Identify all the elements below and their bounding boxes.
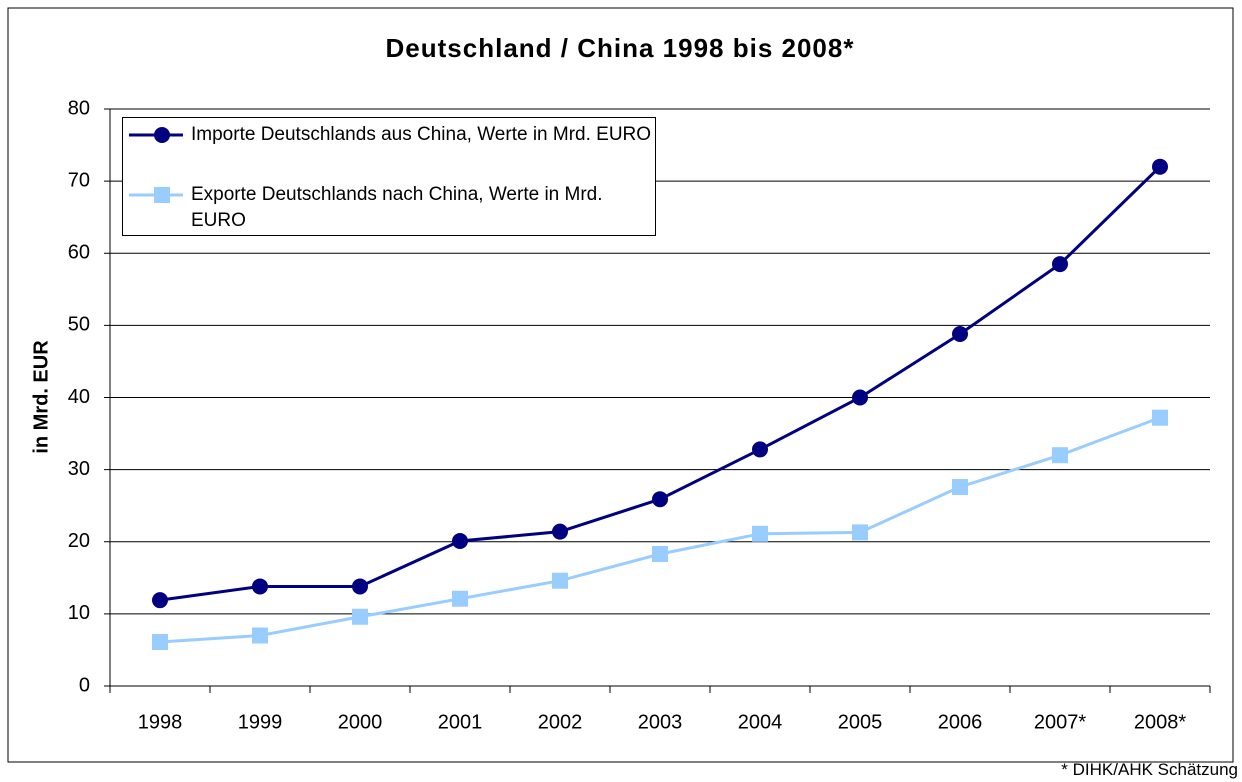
- y-tick-label: 60: [68, 242, 90, 264]
- data-point: [252, 578, 268, 595]
- data-point: [1152, 158, 1168, 175]
- x-tick-label: 2008*: [1134, 711, 1186, 733]
- data-point: [652, 491, 668, 508]
- y-tick-label: 30: [68, 458, 90, 480]
- data-point: [152, 634, 168, 651]
- data-point: [452, 533, 468, 550]
- legend-label: Importe Deutschlands aus China, Werte in…: [191, 124, 652, 145]
- x-tick-label: 2005: [838, 711, 883, 733]
- legend-marker: [154, 187, 170, 203]
- data-point: [452, 590, 468, 607]
- data-point: [152, 592, 168, 609]
- legend-label: Exporte Deutschlands nach China, Werte i…: [191, 184, 603, 231]
- x-tick-label: 2004: [738, 711, 783, 733]
- legend-marker: [154, 127, 170, 143]
- chart-title: Deutschland / China 1998 bis 2008*: [386, 33, 855, 63]
- x-tick-label: 1999: [238, 711, 283, 733]
- data-point: [352, 578, 368, 595]
- y-tick-label: 0: [79, 674, 90, 696]
- y-tick-label: 20: [68, 530, 90, 552]
- x-tick-label: 2000: [338, 711, 383, 733]
- y-tick-label: 40: [68, 386, 90, 408]
- data-point: [552, 523, 568, 540]
- data-point: [852, 389, 868, 406]
- axes: 0 10 20 30 40 50 60 70 80 1998 1999 2000 2001 2002 200…: [68, 97, 1211, 733]
- data-point: [352, 608, 368, 625]
- data-point: [852, 524, 868, 541]
- x-tick-label: 1998: [138, 711, 183, 733]
- data-point: [552, 572, 568, 589]
- legend: Importe Deutschlands aus China, Werte in…: [122, 117, 656, 236]
- data-point: [1052, 447, 1068, 464]
- x-tick-label: 2003: [638, 711, 683, 733]
- x-tick-label: 2002: [538, 711, 583, 733]
- data-point: [952, 478, 968, 495]
- legend-swatch: [129, 187, 183, 203]
- data-point: [752, 441, 768, 458]
- y-tick-label: 10: [68, 602, 90, 624]
- marks: [152, 158, 1168, 651]
- footnote: * DIHK/AHK Schätzung: [1061, 760, 1238, 779]
- data-point: [1152, 409, 1168, 426]
- data-point: [952, 326, 968, 343]
- data-point: [652, 546, 668, 563]
- x-tick-label: 2006: [938, 711, 983, 733]
- data-point: [752, 525, 768, 542]
- y-axis-label: in Mrd. EUR: [30, 340, 52, 454]
- legend-swatch: [129, 127, 183, 143]
- y-tick-label: 50: [68, 314, 90, 336]
- data-point: [252, 627, 268, 644]
- x-tick-label: 2001: [438, 711, 483, 733]
- data-point: [1052, 256, 1068, 273]
- y-tick-label: 80: [68, 97, 90, 119]
- y-tick-label: 70: [68, 169, 90, 191]
- x-tick-label: 2007*: [1034, 711, 1086, 733]
